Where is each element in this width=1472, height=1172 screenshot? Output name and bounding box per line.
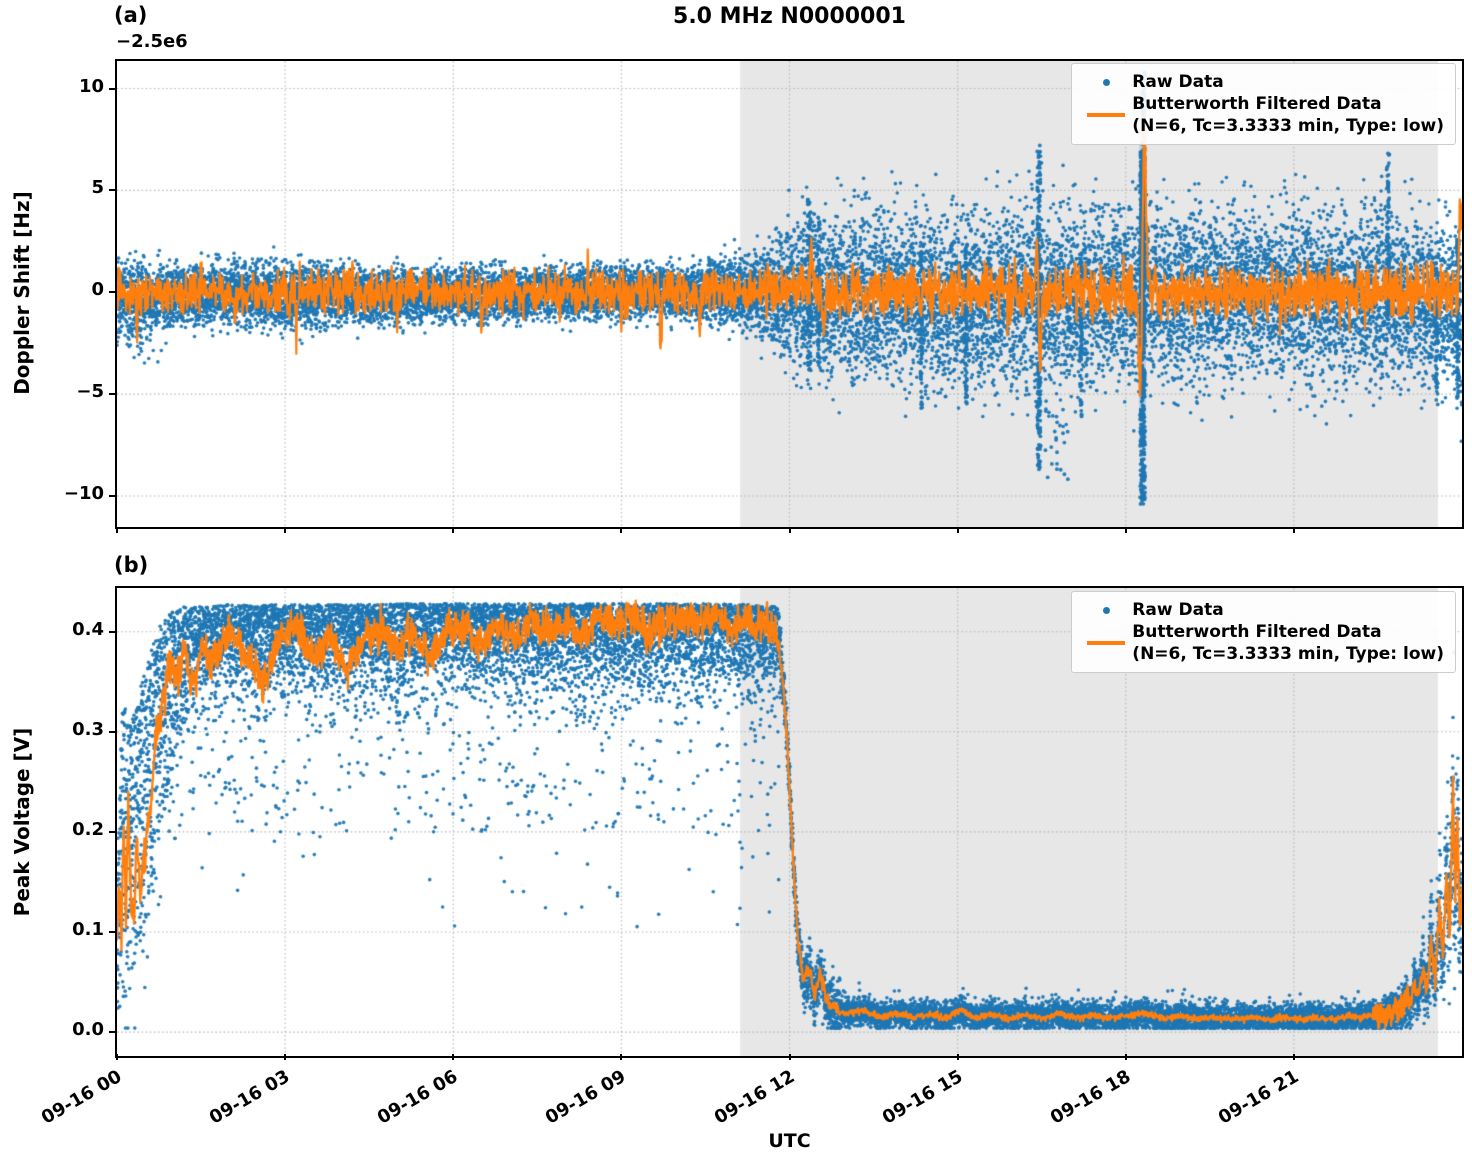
x-tick-label: 09-16 18 <box>1046 1066 1135 1129</box>
legend-panel-a: Raw Data Butterworth Filtered Data (N=6,… <box>1071 63 1456 146</box>
y-tick-label: 0 <box>91 279 104 301</box>
x-axis-label: UTC <box>768 1130 811 1152</box>
y-tick-label: 0.4 <box>72 618 104 640</box>
panel-a-offset-text: −2.5e6 <box>116 31 188 52</box>
y-tick-mark <box>109 393 115 396</box>
x-tick-mark <box>1292 527 1295 533</box>
x-tick-mark <box>620 527 623 533</box>
y-tick-mark <box>109 830 115 833</box>
y-tick-mark <box>109 87 115 90</box>
legend-row-raw: Raw Data <box>1080 71 1444 93</box>
raw-data-dot-icon <box>1080 606 1132 614</box>
legend-filtered-label: Butterworth Filtered Data <box>1132 622 1382 643</box>
legend-raw-label: Raw Data <box>1132 72 1224 92</box>
x-tick-mark <box>116 1054 118 1060</box>
legend-panel-b: Raw Data Butterworth Filtered Data (N=6,… <box>1071 591 1456 674</box>
y-tick-label: 0.3 <box>72 718 104 740</box>
y-tick-label: −10 <box>63 483 104 505</box>
y-tick-mark <box>109 189 115 192</box>
x-tick-mark <box>956 1054 959 1060</box>
filtered-line-icon <box>1080 113 1132 118</box>
legend-row-raw: Raw Data <box>1080 599 1444 621</box>
legend-filtered-label: Butterworth Filtered Data <box>1132 94 1382 115</box>
y-tick-mark <box>109 730 115 733</box>
legend-filtered-params: (N=6, Tc=3.3333 min, Type: low) <box>1132 644 1444 665</box>
x-tick-label: 09-16 00 <box>38 1066 126 1129</box>
x-tick-label: 09-16 09 <box>542 1066 630 1129</box>
y-tick-label: 0.1 <box>72 918 104 940</box>
x-tick-label: 09-16 12 <box>710 1066 798 1129</box>
x-tick-mark <box>1292 1054 1295 1060</box>
raw-data-dot-icon <box>1080 78 1132 86</box>
x-tick-mark <box>452 527 455 533</box>
filtered-line-icon <box>1080 641 1132 646</box>
y-tick-mark <box>109 930 115 933</box>
legend-row-filtered: Butterworth Filtered Data (N=6, Tc=3.333… <box>1080 621 1444 665</box>
x-tick-mark <box>452 1054 455 1060</box>
x-tick-label: 09-16 06 <box>374 1066 462 1129</box>
x-tick-label: 09-16 03 <box>206 1066 294 1129</box>
x-tick-mark <box>284 527 287 533</box>
x-tick-mark <box>788 527 791 533</box>
legend-filtered-params: (N=6, Tc=3.3333 min, Type: low) <box>1132 116 1444 137</box>
y-tick-mark <box>109 495 115 498</box>
legend-row-filtered: Butterworth Filtered Data (N=6, Tc=3.333… <box>1080 93 1444 137</box>
y-tick-mark <box>109 291 115 294</box>
y-tick-label: 0.2 <box>72 818 104 840</box>
panel-a-label: (a) <box>114 3 148 27</box>
y-tick-label: −5 <box>76 381 104 403</box>
y-tick-label: 5 <box>91 177 104 199</box>
x-tick-mark <box>620 1054 623 1060</box>
legend-raw-label: Raw Data <box>1132 600 1224 620</box>
x-tick-label: 09-16 21 <box>1214 1066 1303 1129</box>
y-tick-label: 0.0 <box>72 1019 104 1041</box>
x-tick-label: 09-16 15 <box>878 1066 967 1129</box>
y-tick-mark <box>109 630 115 633</box>
x-tick-mark <box>956 527 959 533</box>
panel-b-label: (b) <box>114 553 149 577</box>
chart-title: 5.0 MHz N0000001 <box>673 4 906 29</box>
x-tick-mark <box>1124 1054 1127 1060</box>
y-tick-label: 10 <box>78 75 104 97</box>
x-tick-mark <box>284 1054 287 1060</box>
y-tick-mark <box>109 1031 115 1034</box>
x-tick-mark <box>788 1054 791 1060</box>
x-tick-mark <box>116 527 118 533</box>
x-tick-mark <box>1124 527 1127 533</box>
